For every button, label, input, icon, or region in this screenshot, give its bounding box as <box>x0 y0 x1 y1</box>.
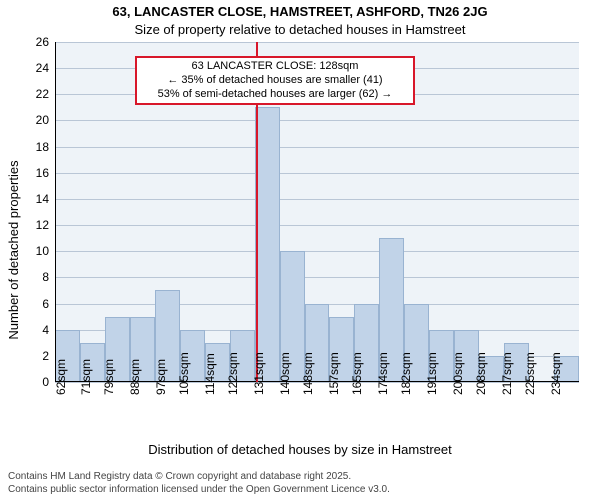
y-axis-label: Number of detached properties <box>6 160 21 339</box>
ytick-label: 10 <box>27 244 49 258</box>
ytick-label: 22 <box>27 87 49 101</box>
annotation-box: 63 LANCASTER CLOSE: 128sqm← 35% of detac… <box>135 56 415 105</box>
ytick-label: 4 <box>27 323 49 337</box>
ytick-label: 6 <box>27 297 49 311</box>
ytick-label: 0 <box>27 375 49 389</box>
grid-line <box>55 147 579 148</box>
ytick-label: 20 <box>27 113 49 127</box>
plot-area: 63 LANCASTER CLOSE: 128sqm← 35% of detac… <box>55 42 579 382</box>
ytick-label: 26 <box>27 35 49 49</box>
y-axis-line <box>55 42 56 382</box>
chart-title: 63, LANCASTER CLOSE, HAMSTREET, ASHFORD,… <box>0 4 600 19</box>
grid-line <box>55 251 579 252</box>
ytick-label: 16 <box>27 166 49 180</box>
ytick-label: 14 <box>27 192 49 206</box>
x-axis-label: Distribution of detached houses by size … <box>0 442 600 457</box>
ytick-label: 24 <box>27 61 49 75</box>
annotation-line-2: ← 35% of detached houses are smaller (41… <box>143 74 407 88</box>
annotation-line-3: 53% of semi-detached houses are larger (… <box>143 88 407 102</box>
ytick-label: 8 <box>27 270 49 284</box>
grid-line <box>55 199 579 200</box>
grid-line <box>55 42 579 43</box>
ytick-label: 18 <box>27 140 49 154</box>
histogram-bar <box>255 107 280 382</box>
footer-line-1: Contains HM Land Registry data © Crown c… <box>8 471 390 484</box>
chart-footer: Contains HM Land Registry data © Crown c… <box>8 471 390 496</box>
chart-subtitle: Size of property relative to detached ho… <box>0 22 600 37</box>
property-size-chart: 63, LANCASTER CLOSE, HAMSTREET, ASHFORD,… <box>0 0 600 500</box>
footer-line-2: Contains public sector information licen… <box>8 484 390 497</box>
ytick-label: 12 <box>27 218 49 232</box>
grid-line <box>55 225 579 226</box>
grid-line <box>55 120 579 121</box>
ytick-label: 2 <box>27 349 49 363</box>
annotation-line-1: 63 LANCASTER CLOSE: 128sqm <box>143 60 407 74</box>
grid-line <box>55 173 579 174</box>
grid-line <box>55 277 579 278</box>
